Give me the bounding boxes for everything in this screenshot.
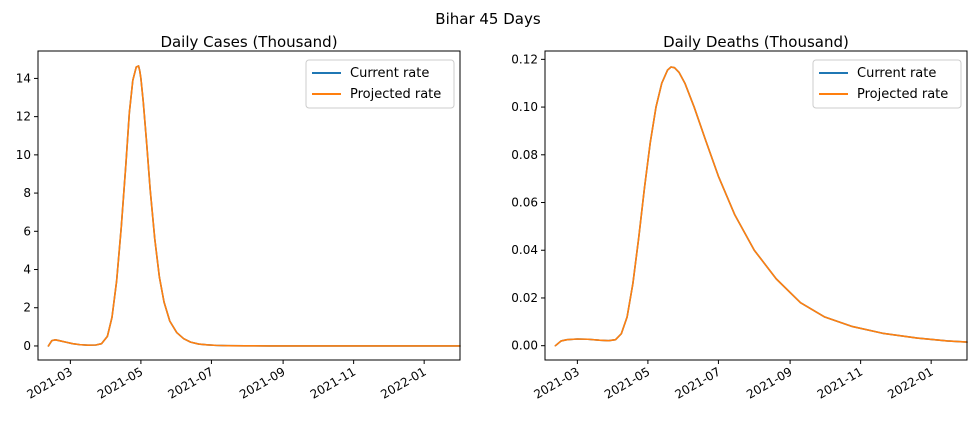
y-tick-label: 0.00: [511, 339, 538, 353]
y-tick-label: 6: [23, 224, 31, 238]
legend[interactable]: Current rate Projected rate: [812, 59, 962, 109]
y-tick-label: 0.08: [511, 148, 538, 162]
legend-label-projected-rate: Projected rate: [857, 87, 948, 102]
y-tick-label: 0.04: [511, 243, 538, 257]
series-line-projected-rate: [47, 65, 461, 347]
y-tick-label: 0.10: [511, 100, 538, 114]
axes-frame: [544, 50, 968, 361]
y-tick-label: 12: [16, 110, 31, 124]
y-tick-label: 10: [16, 148, 31, 162]
y-tick-label: 0.12: [511, 52, 538, 66]
y-tick-label: 0.02: [511, 291, 538, 305]
plot-area: [47, 65, 461, 347]
y-tick-label: 4: [23, 263, 31, 277]
legend-label-current-rate: Current rate: [350, 66, 429, 81]
series-line-projected-rate: [554, 66, 968, 347]
y-tick-label: 0.06: [511, 196, 538, 210]
legend[interactable]: Current rate Projected rate: [305, 59, 455, 109]
y-tick-label: 14: [16, 71, 31, 85]
y-tick-label: 8: [23, 186, 31, 200]
legend-label-projected-rate: Projected rate: [350, 87, 441, 102]
y-tick-label: 2: [23, 301, 31, 315]
chart-title: Daily Deaths (Thousand): [663, 33, 849, 51]
legend-frame: [305, 59, 455, 109]
chart-title: Daily Cases (Thousand): [160, 33, 337, 51]
legend-label-current-rate: Current rate: [857, 66, 936, 81]
axes-frame: [37, 50, 461, 361]
plot-area: [554, 66, 968, 347]
figure-title: Bihar 45 Days: [435, 10, 541, 28]
y-tick-label: 0: [23, 339, 31, 353]
legend-frame: [812, 59, 962, 109]
